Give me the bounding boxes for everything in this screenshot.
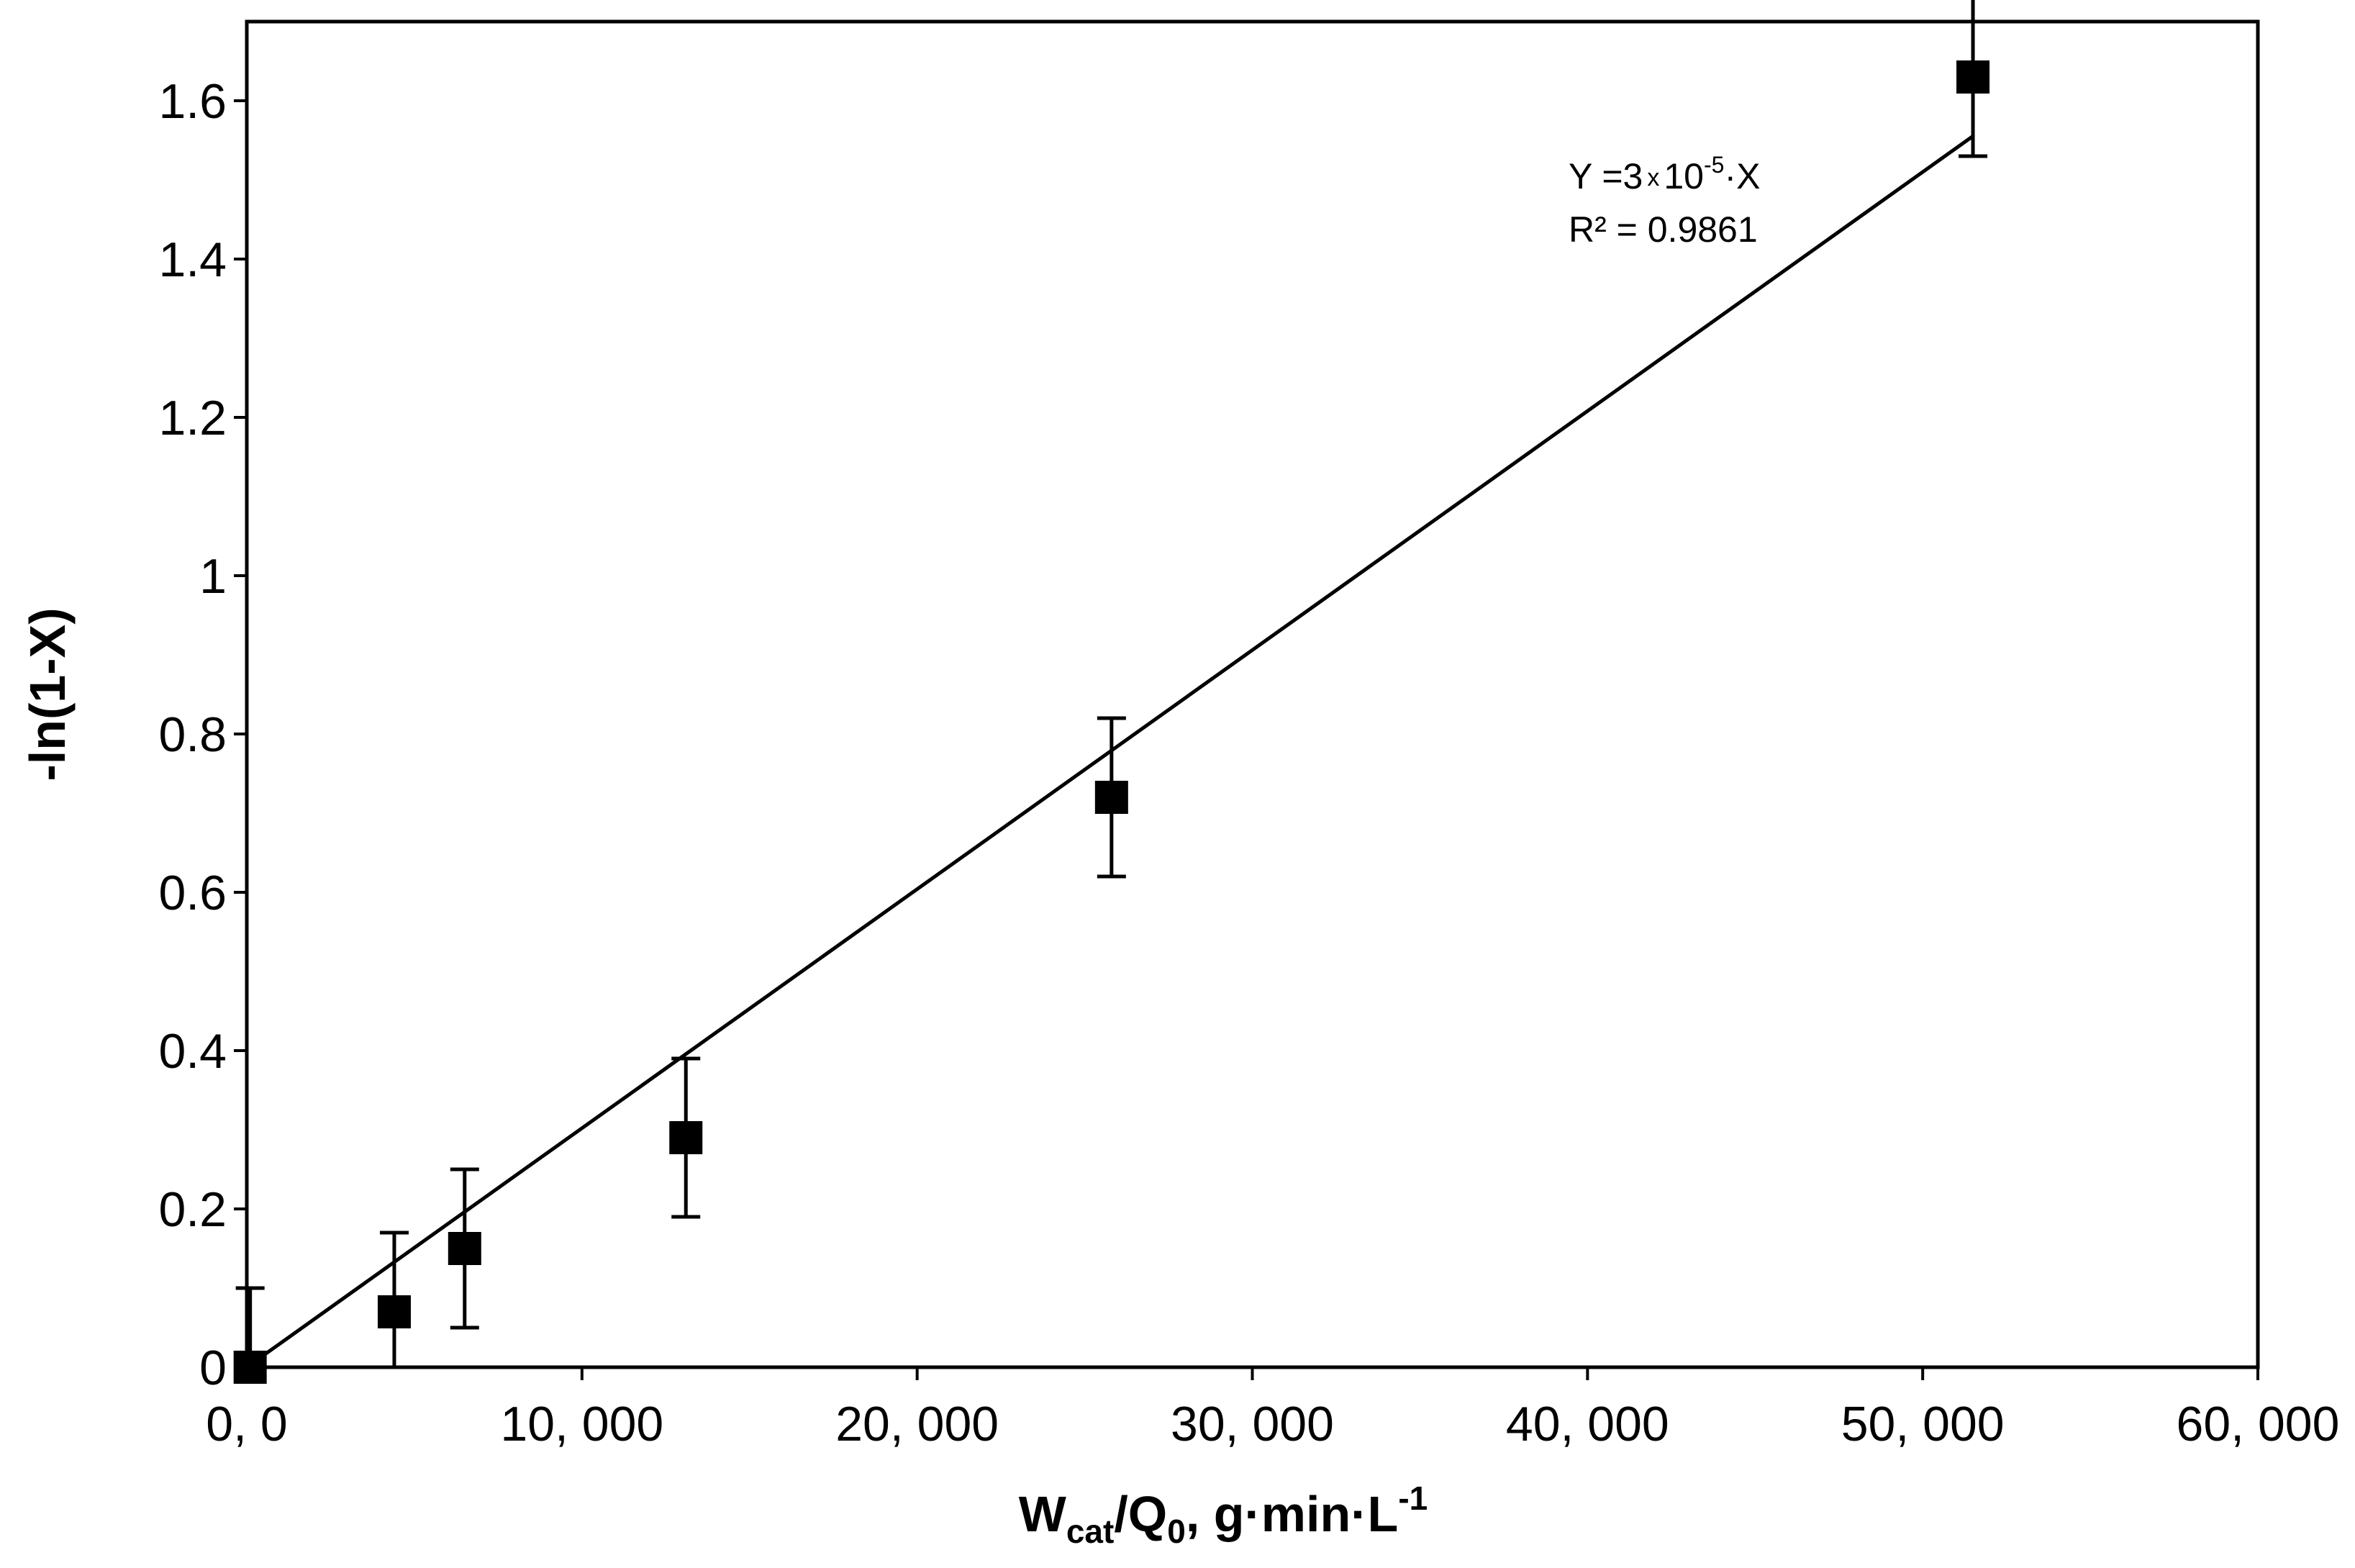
data-point xyxy=(669,1121,703,1154)
x-tick-label: 10, 000 xyxy=(500,1397,663,1451)
x-tick-label: 20, 000 xyxy=(835,1397,999,1451)
data-points xyxy=(233,60,1990,1384)
x-tick-label: 0, 0 xyxy=(206,1397,287,1451)
x-tick-label: 30, 000 xyxy=(1171,1397,1334,1451)
x-axis-title: Wcat/Q0, g·min·L-1 xyxy=(1019,1479,1428,1550)
y-tick-label: 1.4 xyxy=(158,232,227,287)
y-tick-label: 1.6 xyxy=(158,74,227,129)
x-axis-ticks: 0, 0 10, 000 20, 000 30, 000 40, 000 50, 000 6… xyxy=(206,1367,2339,1451)
data-point xyxy=(448,1232,481,1265)
trend-r-squared: R² = 0.9861 xyxy=(1569,209,1758,250)
y-tick-label: 1.2 xyxy=(158,391,227,445)
y-tick-label: 0.6 xyxy=(158,866,227,920)
data-point xyxy=(1956,60,1990,94)
plot-frame xyxy=(245,19,2260,1369)
y-tick-label: 0.4 xyxy=(158,1024,227,1079)
y-axis-title: -ln(1-X) xyxy=(19,607,76,781)
error-bars xyxy=(235,0,1988,1367)
y-tick-label: 0 xyxy=(199,1341,227,1395)
data-point xyxy=(1094,781,1128,814)
x-tick-label: 50, 000 xyxy=(1841,1397,2005,1451)
x-tick-label: 40, 000 xyxy=(1506,1397,1669,1451)
trend-equation: Y =3 x 10-5·X xyxy=(1569,152,1760,196)
y-tick-label: 0.2 xyxy=(158,1182,227,1237)
y-tick-label: 0.8 xyxy=(158,707,227,762)
data-point xyxy=(233,1351,267,1384)
data-point xyxy=(377,1295,411,1328)
x-tick-label: 60, 000 xyxy=(2177,1397,2340,1451)
y-axis-ticks: 0 0.2 0.4 0.6 0.8 1 1.2 1.4 1.6 xyxy=(158,74,247,1395)
y-tick-label: 1 xyxy=(199,549,227,604)
